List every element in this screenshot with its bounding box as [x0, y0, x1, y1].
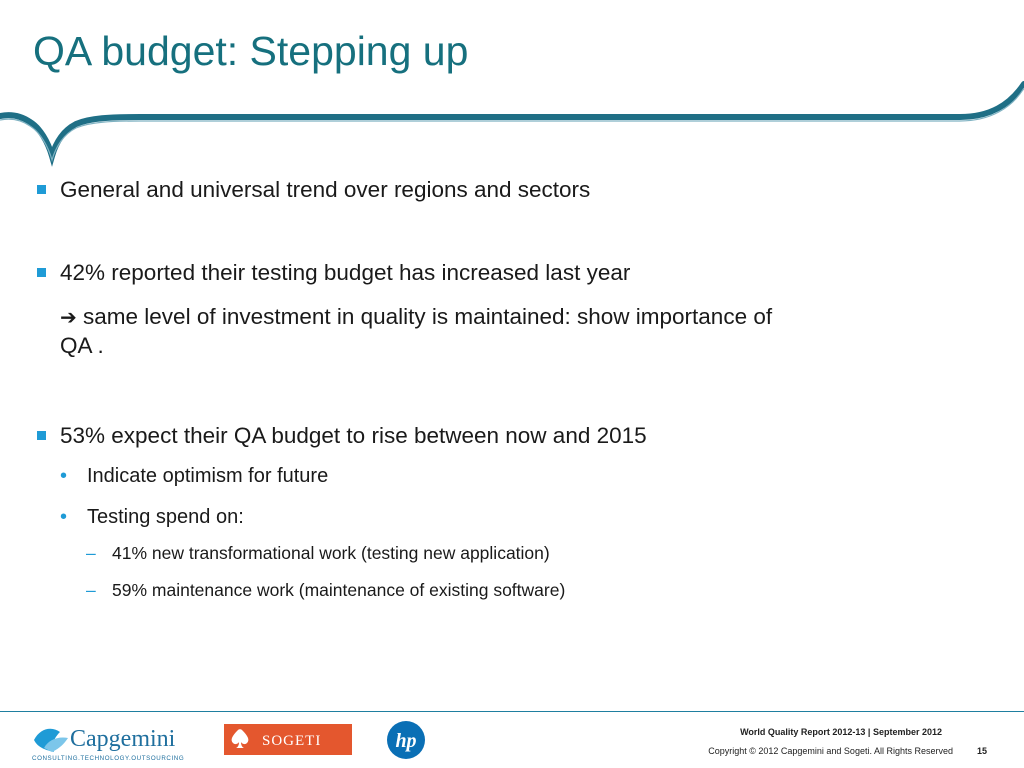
capgemini-logo: Capgemini CONSULTING.TECHNOLOGY.OUTSOURC…	[32, 726, 184, 762]
continuation-text-2: QA .	[60, 332, 104, 358]
sub-sub-bullet-1: 41% new transformational work (testing n…	[112, 543, 550, 563]
continuation-text: same level of investment in quality is m…	[76, 304, 773, 329]
capgemini-tagline: CONSULTING.TECHNOLOGY.OUTSOURCING	[32, 755, 184, 762]
sub-bullet-2: Testing spend on:	[87, 506, 244, 528]
sub-bullet-1: Indicate optimism for future	[87, 465, 329, 487]
hp-wordmark: hp	[395, 730, 416, 752]
right-arrow-icon: ➔	[60, 305, 77, 329]
report-title: World Quality Report 2012-13 | September…	[740, 727, 942, 737]
square-bullet-icon	[37, 431, 46, 440]
footer-divider	[0, 711, 1024, 712]
spade-icon	[231, 729, 249, 748]
bullet-2-continuation: ➔ same level of investment in quality is…	[60, 303, 990, 361]
sogeti-logo: SOGETI	[224, 724, 352, 755]
slide-title: QA budget: Stepping up	[33, 28, 469, 74]
spade-icon	[34, 728, 68, 752]
bullet-1: General and universal trend over regions…	[60, 177, 591, 202]
dash-marker: –	[86, 543, 96, 563]
bullet-3: 53% expect their QA budget to rise betwe…	[60, 423, 647, 448]
sub-bullet-marker: •	[60, 506, 68, 528]
page-number: 15	[977, 746, 988, 756]
sub-bullet-marker: •	[60, 465, 68, 487]
sub-sub-bullet-2: 59% maintenance work (maintenance of exi…	[112, 580, 566, 600]
slide-body: General and universal trend over regions…	[37, 177, 990, 600]
title-swoosh-divider	[0, 81, 1024, 167]
sogeti-wordmark: SOGETI	[262, 733, 321, 749]
copyright-text: Copyright © 2012 Capgemini and Sogeti. A…	[708, 746, 953, 756]
square-bullet-icon	[37, 268, 46, 277]
bullet-2: 42% reported their testing budget has in…	[60, 260, 631, 285]
capgemini-wordmark: Capgemini	[70, 726, 176, 752]
dash-marker: –	[86, 580, 96, 600]
hp-logo-icon: hp	[387, 721, 425, 759]
square-bullet-icon	[37, 185, 46, 194]
